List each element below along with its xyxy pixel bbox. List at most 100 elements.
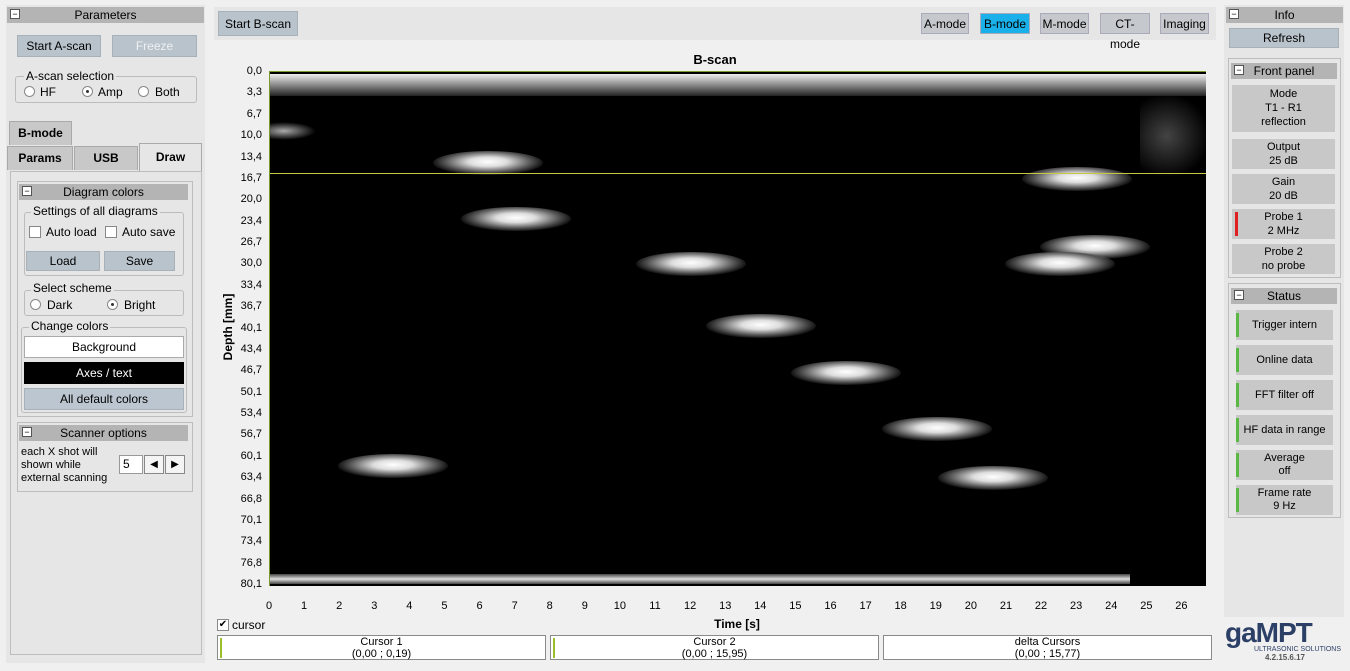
x-tick-label: 25 — [1140, 600, 1153, 612]
mode-b-button[interactable]: B-mode — [980, 13, 1030, 34]
mode-a-button[interactable]: A-mode — [921, 13, 969, 34]
x-tick-label: 5 — [441, 600, 448, 612]
scanner-text-line: shown while — [21, 459, 81, 471]
radio-bright-label: Bright — [124, 298, 156, 312]
info-header[interactable]: − Info — [1226, 7, 1343, 23]
x-tick-label: 6 — [476, 600, 483, 612]
cursor-line[interactable] — [270, 173, 1206, 174]
y-tick-label: 73,4 — [240, 535, 262, 548]
status-trigger-label: Trigger intern — [1251, 319, 1317, 331]
logo-text: gaMPT — [1225, 617, 1313, 648]
front-panel-header[interactable]: − Front panel — [1231, 63, 1337, 79]
y-tick-label: 76,8 — [240, 556, 262, 569]
y-tick-label: 23,4 — [240, 214, 262, 227]
scanner-options-header[interactable]: − Scanner options — [19, 425, 188, 441]
collapse-icon[interactable]: − — [1234, 65, 1244, 75]
x-tick-label: 12 — [683, 600, 697, 612]
probe2-info-value: no probe — [1261, 260, 1306, 272]
status-ok-bar — [1236, 383, 1239, 407]
auto-save-label: Auto save — [122, 225, 176, 239]
x-tick-label: 22 — [1034, 600, 1048, 612]
probe1-info-value: 2 MHz — [1267, 225, 1300, 237]
scanner-text-line: external scanning — [21, 472, 108, 484]
status-online: Online data — [1236, 345, 1333, 375]
right-noise — [1140, 96, 1206, 176]
radio-both-label: Both — [155, 85, 180, 99]
scanner-options-title: Scanner options — [60, 426, 147, 440]
load-button[interactable]: Load — [26, 251, 100, 271]
freeze-button[interactable]: Freeze — [112, 35, 197, 57]
radio-bright[interactable] — [107, 299, 118, 310]
mode-m-button[interactable]: M-mode — [1040, 13, 1089, 34]
status-header[interactable]: − Status — [1231, 288, 1337, 304]
reflection-echo — [1004, 252, 1115, 277]
radio-hf[interactable] — [24, 86, 35, 97]
collapse-icon[interactable]: − — [22, 186, 32, 196]
background-color-button[interactable]: Background — [24, 336, 184, 358]
tab-draw[interactable]: Draw — [139, 143, 202, 171]
gampt-logo: gaMPT ULTRASONIC SOLUTIONS 4.2.15.6.17 — [1225, 617, 1345, 663]
increment-button[interactable]: ▶ — [165, 455, 185, 474]
x-tick-label: 13 — [719, 600, 732, 612]
x-tick-label: 7 — [511, 600, 518, 612]
radio-amp[interactable] — [82, 86, 93, 97]
shot-count-input[interactable]: 5 — [119, 455, 143, 474]
save-button[interactable]: Save — [104, 251, 175, 271]
y-tick-label: 3,3 — [246, 86, 262, 99]
y-tick-label: 36,7 — [240, 300, 262, 313]
tab-usb[interactable]: USB — [74, 146, 138, 170]
tab-params[interactable]: Params — [7, 146, 73, 170]
y-tick-label: 56,7 — [240, 428, 262, 441]
collapse-icon[interactable]: − — [1234, 290, 1244, 300]
y-tick-label: 10,0 — [240, 129, 262, 142]
version-label: 4.2.15.6.17 — [1264, 653, 1306, 662]
decrement-button[interactable]: ◀ — [144, 455, 164, 474]
x-tick-label: 14 — [754, 600, 767, 612]
cursor1-value: (0,00 ; 0,19) — [351, 648, 412, 660]
x-tick-label: 21 — [999, 600, 1013, 612]
bottom-echo — [270, 574, 1130, 584]
y-tick-label: 80,1 — [240, 578, 262, 590]
cursor1-color-bar — [220, 638, 222, 658]
scheme-label: Select scheme — [31, 281, 114, 295]
refresh-button[interactable]: Refresh — [1229, 28, 1339, 48]
y-tick-label: 0,0 — [246, 65, 262, 77]
all-default-colors-button[interactable]: All default colors — [24, 388, 184, 410]
x-tick-label: 26 — [1175, 600, 1188, 612]
status-ok-bar — [1236, 453, 1239, 477]
parameters-header[interactable]: − Parameters — [7, 7, 204, 23]
x-tick-label: 24 — [1105, 600, 1118, 612]
status-ok-bar — [1236, 488, 1239, 512]
collapse-icon[interactable]: − — [22, 427, 32, 437]
diagram-colors-header[interactable]: − Diagram colors — [19, 184, 188, 200]
radio-dark[interactable] — [30, 299, 41, 310]
mode-ct-button[interactable]: CT-mode — [1100, 13, 1150, 51]
x-tick-label: 19 — [929, 600, 942, 612]
mode-info-title: Mode — [1269, 88, 1298, 100]
collapse-icon[interactable]: − — [10, 9, 20, 19]
axes-text-color-button[interactable]: Axes / text — [24, 362, 184, 384]
gain-info: Gain 20 dB — [1232, 174, 1335, 204]
collapse-icon[interactable]: − — [1229, 9, 1239, 19]
y-tick-label: 43,4 — [240, 342, 262, 355]
status-frame-rate: Frame rate 9 Hz — [1236, 485, 1333, 515]
start-ascan-button[interactable]: Start A-scan — [17, 35, 101, 57]
auto-load-checkbox[interactable] — [29, 226, 41, 238]
start-bscan-button[interactable]: Start B-scan — [218, 11, 298, 36]
reflection-echo — [432, 150, 543, 175]
gain-info-title: Gain — [1271, 176, 1296, 188]
mode-imaging-button[interactable]: Imaging — [1160, 13, 1209, 34]
output-info-value: 25 dB — [1269, 155, 1298, 167]
probe1-info: Probe 1 2 MHz — [1232, 209, 1335, 239]
radio-both[interactable] — [138, 86, 149, 97]
y-tick-label: 20,0 — [240, 193, 262, 206]
reflection-echo — [460, 207, 571, 232]
tab-bmode[interactable]: B-mode — [9, 121, 72, 145]
status-ok-bar — [1236, 418, 1239, 442]
status-hf-label: HF data in range — [1243, 424, 1326, 436]
y-tick-label: 16,7 — [240, 171, 262, 184]
auto-save-checkbox[interactable] — [105, 226, 117, 238]
bscan-plot[interactable] — [269, 71, 1206, 586]
cursor-checkbox[interactable]: ✔ — [217, 619, 229, 631]
reflection-echo — [1022, 166, 1133, 191]
